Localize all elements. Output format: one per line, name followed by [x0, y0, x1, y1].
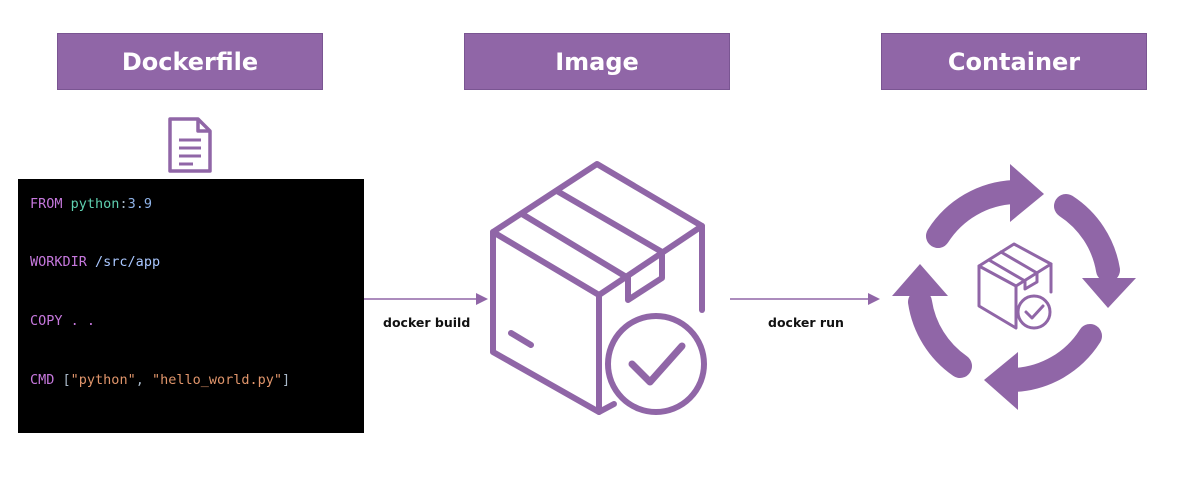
code-arg: "hello_world.py" [151, 372, 283, 388]
docker-run-label: docker run [768, 315, 844, 330]
code-arg: . . [70, 313, 96, 329]
code-base-image: python [70, 196, 120, 212]
code-tag: 3.9 [127, 196, 152, 212]
code-keyword: COPY [30, 313, 63, 329]
code-line-from: FROM python:3.9 [30, 196, 152, 212]
document-icon [168, 117, 212, 173]
code-line-workdir: WORKDIR /src/app [30, 254, 160, 270]
code-arg: /src/app [95, 254, 161, 270]
image-header: Image [464, 33, 730, 90]
build-arrow [364, 293, 488, 305]
code-keyword: WORKDIR [30, 254, 87, 270]
container-header: Container [881, 33, 1147, 90]
dockerfile-code-panel: FROM python:3.9 WORKDIR /src/app COPY . … [18, 179, 364, 433]
code-line-cmd: CMD ["python", "hello_world.py"] [30, 372, 290, 388]
code-separator: : [119, 196, 128, 212]
code-arg: "python" [70, 372, 136, 388]
package-check-icon [490, 161, 707, 415]
code-bracket: [ [62, 372, 71, 388]
dockerfile-header: Dockerfile [57, 33, 323, 90]
code-keyword: CMD [30, 372, 55, 388]
code-bracket: ] [282, 372, 291, 388]
code-keyword: FROM [30, 196, 63, 212]
code-comma: , [135, 372, 152, 388]
code-line-copy: COPY . . [30, 313, 95, 329]
cycle-arrows-icon [892, 164, 1136, 410]
docker-build-label: docker build [383, 315, 471, 330]
run-arrow [730, 293, 880, 305]
